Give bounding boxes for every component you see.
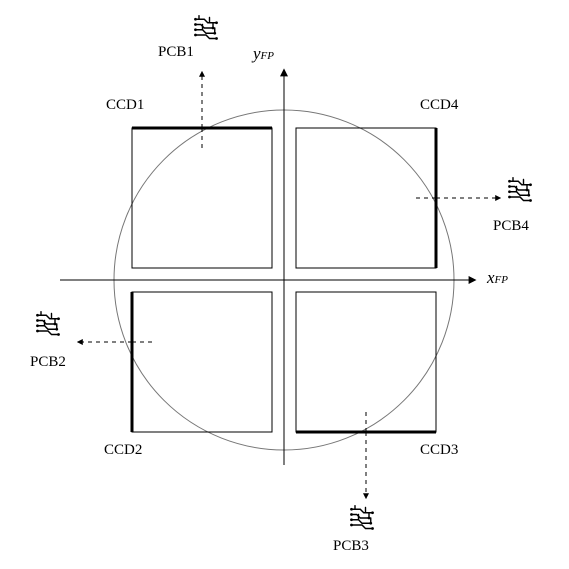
- ccd2-label: CCD2: [104, 442, 142, 459]
- pcb4-label: PCB4: [493, 218, 529, 235]
- pcb2-icon: [36, 312, 60, 336]
- pcb1-icon: [194, 16, 218, 40]
- pcb3-label: PCB3: [333, 538, 369, 555]
- ccd2: [132, 292, 272, 432]
- ccd3: [296, 292, 436, 432]
- pcb3-icon: [350, 506, 374, 530]
- pcb2-label: PCB2: [30, 354, 66, 371]
- ccd1: [132, 128, 272, 268]
- y-axis-label: yFP: [253, 44, 274, 64]
- pcb4-icon: [508, 178, 532, 202]
- ccd3-label: CCD3: [420, 442, 458, 459]
- ccd4: [296, 128, 436, 268]
- ccd4-label: CCD4: [420, 97, 458, 114]
- ccd1-label: CCD1: [106, 97, 144, 114]
- x-axis-label: xFP: [487, 268, 508, 288]
- pcb1-label: PCB1: [158, 44, 194, 61]
